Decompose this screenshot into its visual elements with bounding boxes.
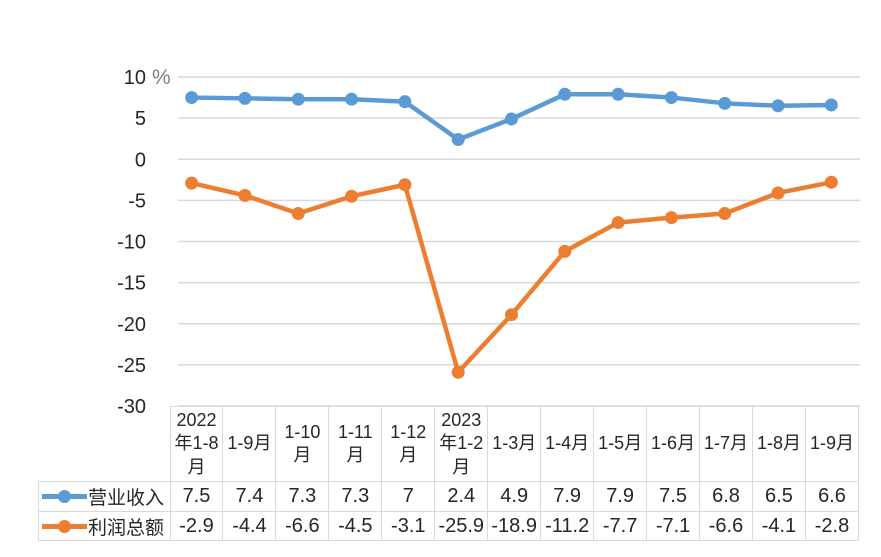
y-axis-tick-label: 0 [135,149,146,171]
data-point-marker [451,133,465,147]
table-corner-blank [39,407,171,482]
data-point-marker [558,87,572,101]
y-axis-tick-label: 10 [124,67,146,89]
y-axis-tick-label: -20 [117,314,146,336]
series-row-revenue: 营业收入 7.5 7.4 7.3 7.3 7 2.4 4.9 7.9 7.9 7.5 6.8 6.5 6… [38,481,860,512]
value-cell: -4.1 [751,511,806,541]
data-point-marker [185,91,199,105]
data-point-marker [718,207,732,221]
legend-label: 利润总额 [88,517,165,539]
legend-item-revenue: 营业收入 [38,481,171,512]
data-table: 2022年1-8月 1-9月 1-10月 1-11月 1-12月 2023年1-2月 1-3… [38,406,860,541]
y-axis-tick-label: -25 [117,355,146,377]
category-label: 1-7月 [699,406,753,482]
data-point-marker [611,216,625,230]
value-cell: 7.9 [540,481,595,512]
data-point-marker [345,189,359,203]
category-label: 1-12月 [381,406,436,482]
value-cell: -4.5 [328,511,383,541]
value-cell: 4.9 [487,481,542,512]
data-point-marker [345,92,359,106]
data-point-marker [451,365,465,379]
value-cell: 7.9 [593,481,648,512]
data-point-marker [771,186,785,200]
category-row: 2022年1-8月 1-9月 1-10月 1-11月 1-12月 2023年1-2月 1-3… [39,406,860,482]
category-label: 1-6月 [646,406,701,482]
category-label: 2023年1-2月 [434,406,489,482]
value-cell: -7.7 [593,511,648,541]
value-cell: -11.2 [540,511,595,541]
series-row-profit: 利润总额 -2.9 -4.4 -6.6 -4.5 -3.1 -25.9 -18.9 -11.2… [38,511,860,541]
value-cell: -25.9 [434,511,489,541]
data-point-marker [291,207,305,221]
category-label: 2022年1-8月 [169,406,224,482]
value-cell: -7.1 [646,511,701,541]
data-point-marker [505,112,518,126]
data-point-marker [611,87,625,101]
category-label: 1-8月 [751,406,806,482]
data-point-marker [771,99,785,113]
value-cell: 7.4 [222,481,277,512]
category-label: 1-5月 [593,406,648,482]
category-label: 1-9月 [222,406,277,482]
axis-unit-label: % [152,66,171,89]
value-cell: -2.8 [804,511,860,541]
value-cell: -2.9 [169,511,224,541]
data-point-marker [238,91,252,105]
data-point-marker [664,91,678,105]
y-axis-tick-label: -30 [117,396,146,418]
category-label: 1-9月 [804,406,860,482]
data-point-marker [718,96,732,110]
value-cell: -6.6 [275,511,330,541]
value-cell: -6.6 [699,511,753,541]
y-axis-tick-label: 5 [135,108,146,130]
value-cell: -4.4 [222,511,277,541]
legend-key-line-icon [42,519,87,533]
series-line [189,180,834,375]
category-label: 1-11月 [328,406,383,482]
data-point-marker [291,92,305,106]
data-point-marker [505,308,518,322]
value-cell: 6.6 [804,481,860,512]
legend-key-line-icon [42,490,87,503]
data-point-marker [824,98,838,112]
data-point-marker [238,188,252,202]
category-label: 1-3月 [487,406,542,482]
legend-item-profit: 利润总额 [38,511,171,541]
y-axis-tick-label: -10 [117,232,146,254]
data-point-marker [558,244,572,258]
value-cell: 7.5 [646,481,701,512]
data-point-marker [398,178,412,192]
data-point-marker [398,95,412,109]
category-label: 1-10月 [275,406,330,482]
value-cell: 7 [381,481,436,512]
category-label: 1-4月 [540,406,595,482]
value-cell: -3.1 [381,511,436,541]
value-cell: 2.4 [434,481,489,512]
value-cell: 7.3 [275,481,330,512]
value-cell: 6.5 [751,481,806,512]
value-cell: 6.8 [699,481,753,512]
y-axis-tick-label: -5 [128,190,146,212]
y-axis-tick-label: -15 [117,273,146,295]
value-cell: 7.5 [169,481,224,512]
data-point-marker [664,211,678,225]
data-point-marker [824,175,838,189]
value-cell: -18.9 [487,511,542,541]
data-point-marker [185,176,199,190]
legend-label: 营业收入 [88,488,165,509]
value-cell: 7.3 [328,481,383,512]
